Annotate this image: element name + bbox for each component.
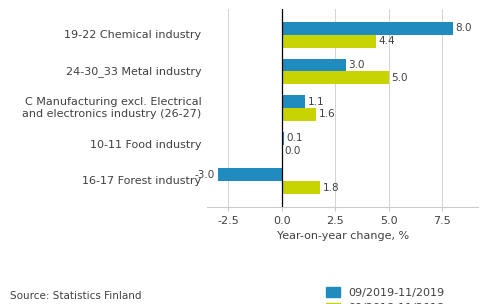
Text: 0.0: 0.0 [284,146,301,156]
Text: 5.0: 5.0 [391,73,408,83]
Bar [282,59,346,71]
Text: 8.0: 8.0 [455,23,472,33]
Bar [282,71,388,84]
X-axis label: Year-on-year change, %: Year-on-year change, % [277,231,409,241]
Legend: 09/2019-11/2019, 09/2018-11/2018: 09/2019-11/2019, 09/2018-11/2018 [326,287,445,304]
Bar [282,95,305,108]
Text: 1.1: 1.1 [308,96,324,106]
Bar [282,35,376,47]
Bar [282,22,453,35]
Text: 3.0: 3.0 [349,60,365,70]
Text: 0.1: 0.1 [286,133,303,143]
Text: 4.4: 4.4 [378,36,395,46]
Text: 1.6: 1.6 [318,109,335,119]
Text: 1.8: 1.8 [323,182,339,192]
Bar [282,108,316,121]
Bar [282,181,320,194]
Bar [282,132,284,144]
Text: -3.0: -3.0 [195,170,215,180]
Bar [218,168,282,181]
Text: Source: Statistics Finland: Source: Statistics Finland [10,291,141,301]
